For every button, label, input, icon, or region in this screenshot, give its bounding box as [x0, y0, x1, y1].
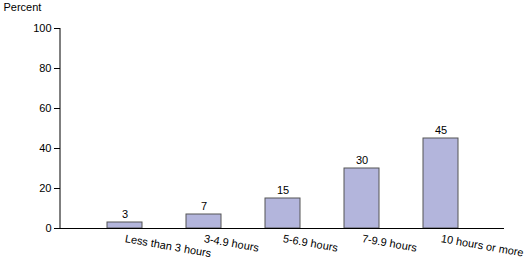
svg-text:3: 3: [122, 208, 128, 220]
svg-text:Less than 3 hours: Less than 3 hours: [124, 232, 213, 259]
svg-text:10 hours or more: 10 hours or more: [440, 232, 525, 258]
svg-text:20: 20: [39, 182, 51, 194]
svg-text:100: 100: [33, 22, 51, 34]
svg-text:7: 7: [201, 200, 207, 212]
svg-text:60: 60: [39, 102, 51, 114]
svg-text:5-6.9 hours: 5-6.9 hours: [282, 232, 339, 254]
svg-text:80: 80: [39, 62, 51, 74]
svg-text:30: 30: [356, 154, 368, 166]
svg-text:45: 45: [435, 124, 447, 136]
svg-text:3-4.9 hours: 3-4.9 hours: [203, 232, 260, 254]
svg-text:40: 40: [39, 142, 51, 154]
svg-text:Percent: Percent: [4, 1, 42, 13]
svg-text:0: 0: [45, 222, 51, 234]
svg-text:15: 15: [277, 184, 289, 196]
svg-text:7-9.9 hours: 7-9.9 hours: [361, 232, 418, 254]
